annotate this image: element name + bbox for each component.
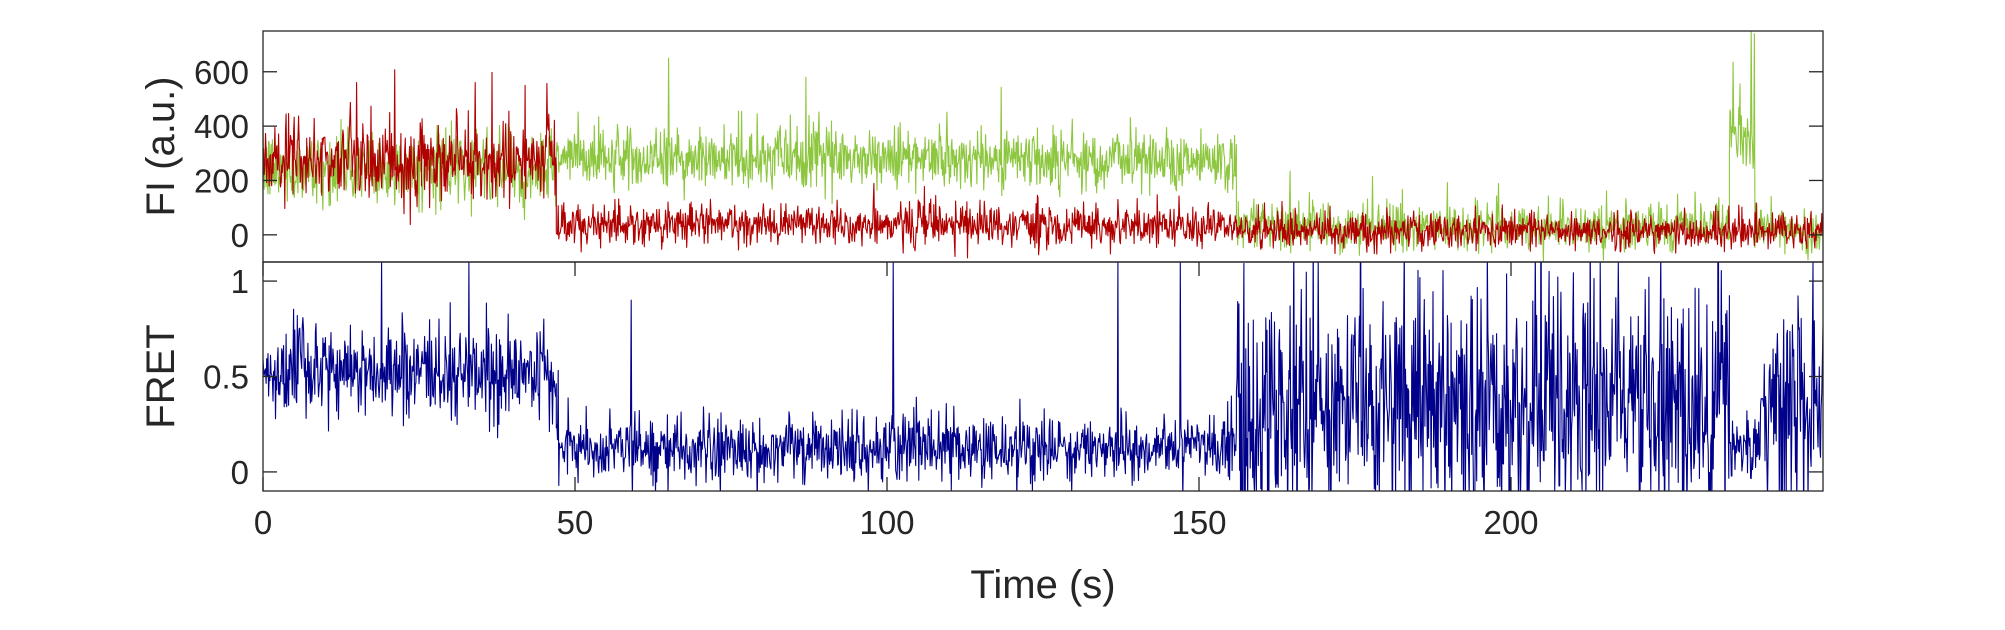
fret-series-0-line [263,262,1823,491]
fret-y-axis-label: FRET [139,324,183,428]
fret-y-tick-label: 1 [231,263,249,300]
fret-y-tick-label: 0 [231,454,249,491]
fluorescence-y-tick-label: 600 [194,54,249,91]
fret-x-tick-label: 150 [1171,504,1226,541]
fret-x-tick-label: 100 [859,504,914,541]
fluorescence-series-1-line [263,69,1823,259]
fret-y-tick-label: 0.5 [203,359,249,396]
fluorescence-series-0-line [263,31,1823,262]
fluorescence-y-tick-label: 200 [194,162,249,199]
fluorescence-panel: 0 200 400 600 FI (a.u.) [139,30,1824,263]
fret-x-tick-label: 200 [1483,504,1538,541]
fret-x-tick-label: 50 [557,504,594,541]
time-x-axis-label: Time (s) [970,563,1115,607]
fret-panel: 0 0.5 1 0 50 100 150 200 FRET Time (s) [139,261,1824,607]
fluorescence-y-tick-label: 400 [194,108,249,145]
fret-x-tick-label: 0 [254,504,272,541]
fluorescence-y-axis-label: FI (a.u.) [139,76,183,216]
fluorescence-y-tick-label: 0 [231,217,249,254]
